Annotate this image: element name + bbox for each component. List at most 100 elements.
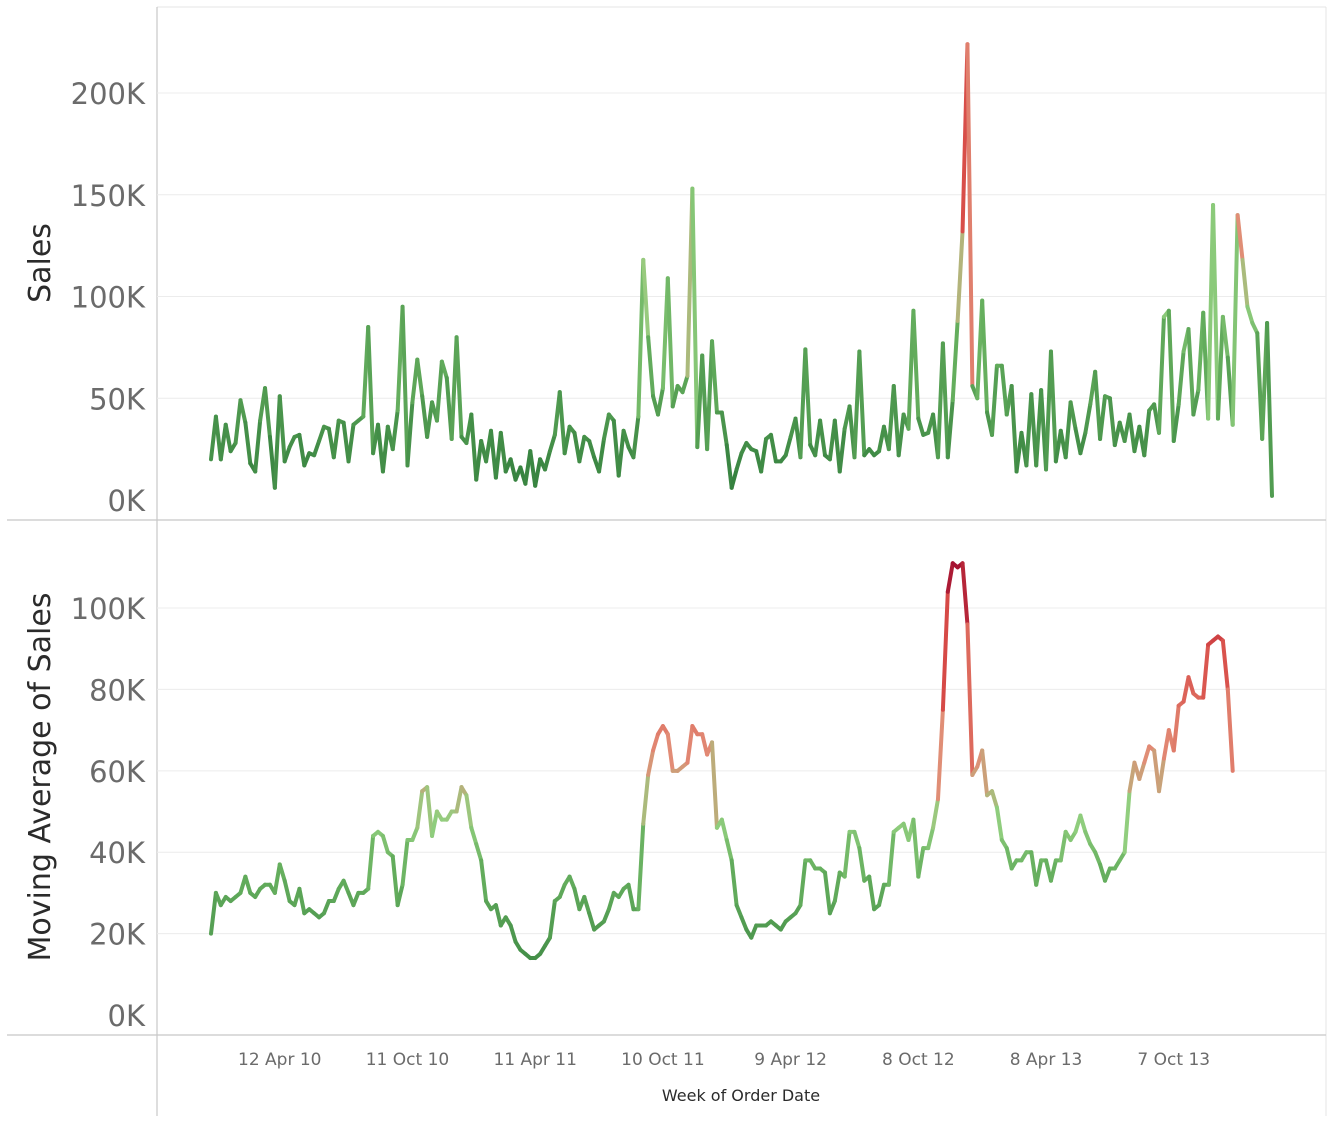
series-segment bbox=[1102, 866, 1112, 883]
series-segment bbox=[1245, 304, 1255, 325]
series-segment bbox=[380, 424, 390, 474]
series-segment bbox=[1083, 829, 1093, 847]
series-segment bbox=[302, 451, 312, 468]
x-axis-ticks: 12 Apr 10 11 Oct 10 11 Apr 11 10 Oct 11 9 Ap… bbox=[238, 1050, 1210, 1070]
series-segment bbox=[351, 890, 361, 908]
series-segment bbox=[430, 809, 439, 838]
series-segment bbox=[238, 398, 248, 425]
series-segment bbox=[469, 412, 479, 482]
series-segment bbox=[980, 748, 990, 798]
series-segment bbox=[931, 797, 940, 830]
series-segment bbox=[911, 308, 921, 421]
series-segment bbox=[1157, 756, 1166, 794]
series-segment bbox=[636, 821, 646, 912]
x-tick-label: 8 Oct 12 bbox=[882, 1050, 955, 1070]
series-segment bbox=[705, 339, 715, 452]
series-segment bbox=[434, 359, 444, 423]
series-segment bbox=[1093, 369, 1103, 441]
series-segment bbox=[891, 384, 901, 458]
series-segment bbox=[1063, 400, 1073, 460]
series-segment bbox=[842, 829, 852, 879]
series-segment bbox=[999, 363, 1009, 417]
series-segment bbox=[1048, 858, 1058, 883]
series-segment bbox=[965, 622, 975, 777]
series-segment bbox=[508, 457, 518, 482]
series-segment bbox=[493, 903, 503, 928]
series-segment bbox=[380, 833, 390, 855]
series-segment bbox=[616, 428, 626, 478]
series-segment bbox=[547, 432, 557, 454]
series-segment bbox=[852, 829, 862, 851]
series-segment bbox=[400, 838, 410, 887]
series-segment bbox=[1058, 829, 1068, 863]
series-segment bbox=[1186, 675, 1196, 696]
series-segment bbox=[724, 443, 734, 490]
series-segment bbox=[415, 357, 425, 399]
y-tick-label: 200K bbox=[71, 77, 146, 111]
series-segment bbox=[1240, 257, 1250, 309]
series-segment bbox=[1142, 744, 1152, 765]
bottom-panel-gridlines bbox=[157, 607, 1326, 935]
series-segment bbox=[557, 882, 567, 899]
bottom-panel-y-ticks: 0K 20K 40K 60K 80K 100K bbox=[71, 592, 146, 1033]
series-segment bbox=[680, 373, 690, 395]
series-segment bbox=[857, 349, 867, 458]
series-segment bbox=[331, 418, 341, 460]
bottom-y-axis-title: Moving Average of Sales bbox=[23, 593, 58, 962]
series-segment bbox=[366, 833, 376, 891]
series-segment bbox=[1265, 320, 1274, 498]
x-tick-label: 9 Apr 12 bbox=[754, 1050, 827, 1070]
series-segment bbox=[641, 257, 651, 340]
series-segment bbox=[749, 923, 759, 940]
series-segment bbox=[646, 748, 656, 777]
series-segment bbox=[1034, 858, 1044, 887]
series-segment bbox=[1078, 430, 1088, 456]
series-segment bbox=[783, 434, 793, 458]
series-segment bbox=[1098, 394, 1107, 441]
series-segment bbox=[1107, 396, 1117, 448]
series-segment bbox=[572, 886, 582, 912]
series-segment bbox=[533, 457, 543, 488]
series-segment bbox=[1225, 687, 1235, 773]
series-segment bbox=[690, 186, 700, 450]
series-segment bbox=[798, 858, 808, 908]
series-segment bbox=[601, 907, 611, 924]
series-segment bbox=[543, 449, 552, 472]
series-segment bbox=[1004, 846, 1014, 871]
moving-average-series-line bbox=[209, 561, 1235, 961]
series-segment bbox=[425, 400, 435, 439]
series-segment bbox=[1078, 813, 1088, 834]
series-segment bbox=[916, 846, 926, 879]
series-segment bbox=[454, 785, 464, 814]
series-segment bbox=[390, 408, 400, 452]
series-segment bbox=[346, 422, 356, 464]
series-segment bbox=[439, 359, 449, 380]
y-tick-label: 60K bbox=[89, 755, 146, 789]
series-segment bbox=[896, 412, 906, 458]
series-segment bbox=[886, 829, 896, 887]
series-segment bbox=[606, 890, 616, 912]
series-segment bbox=[410, 825, 420, 843]
y-tick-label: 80K bbox=[89, 673, 146, 707]
series-segment bbox=[1122, 789, 1132, 855]
series-segment bbox=[464, 793, 474, 830]
series-segment bbox=[665, 732, 675, 773]
series-segment bbox=[960, 561, 970, 627]
series-segment bbox=[582, 894, 592, 916]
series-segment bbox=[454, 335, 464, 439]
series-segment bbox=[1142, 408, 1152, 458]
series-segment bbox=[1157, 314, 1166, 435]
series-segment bbox=[940, 589, 950, 712]
series-segment bbox=[631, 414, 641, 460]
top-panel-gridlines bbox=[157, 92, 1326, 399]
series-segment bbox=[818, 418, 828, 458]
y-tick-label: 50K bbox=[89, 382, 146, 416]
series-segment bbox=[980, 298, 990, 415]
series-segment bbox=[587, 438, 597, 460]
series-segment bbox=[729, 858, 739, 908]
series-segment bbox=[945, 561, 955, 594]
series-segment bbox=[827, 899, 837, 916]
sales-series-line bbox=[209, 42, 1274, 498]
series-segment bbox=[1009, 384, 1019, 474]
